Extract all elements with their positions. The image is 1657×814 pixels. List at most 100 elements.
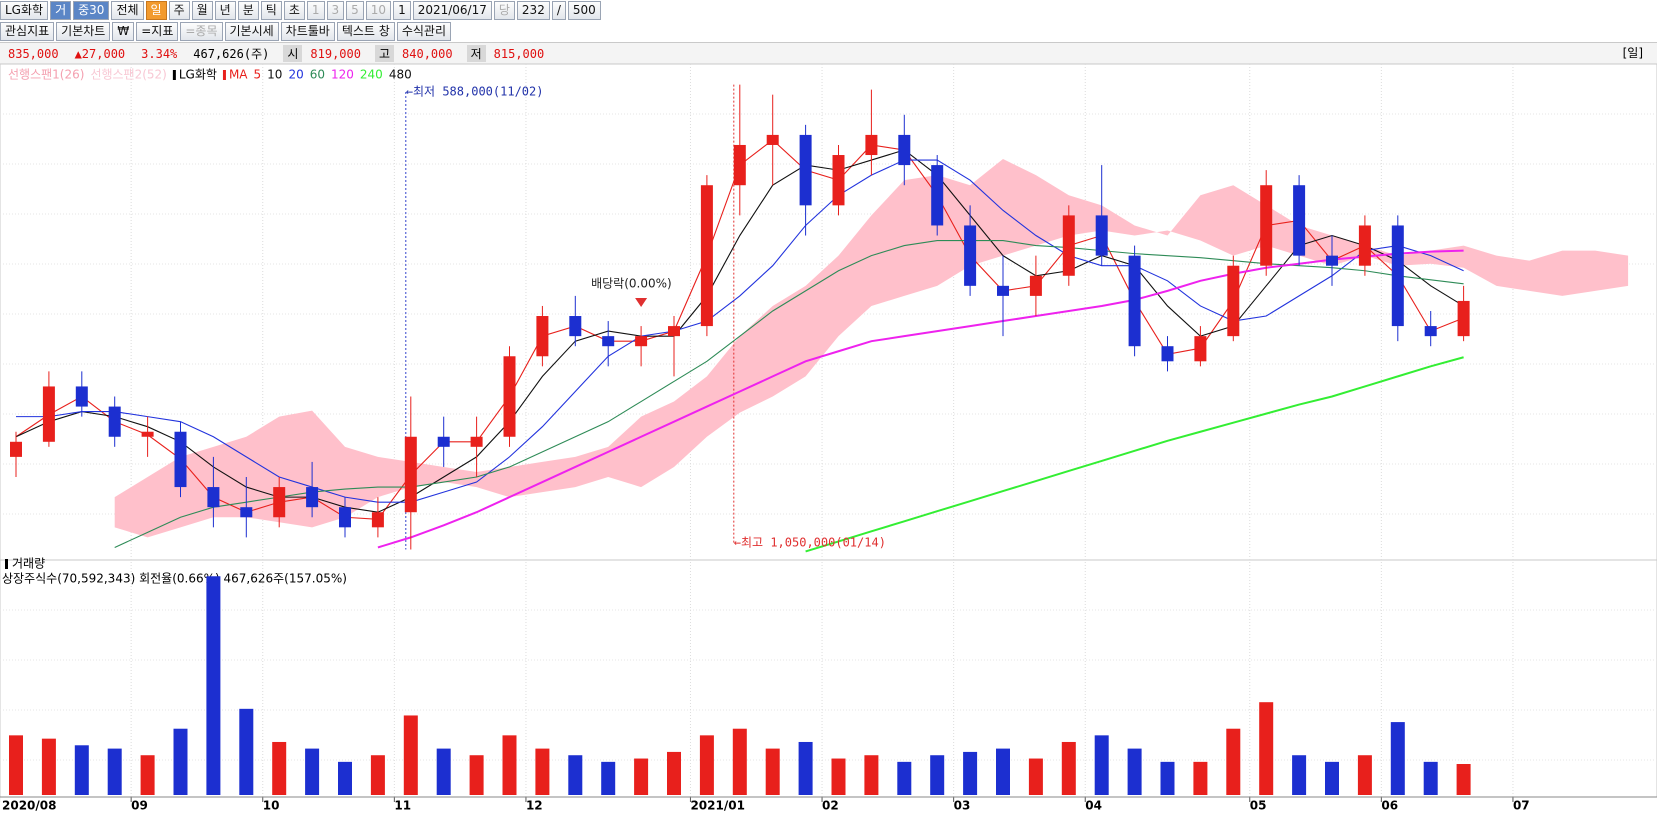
toolbar-button[interactable]: / <box>551 0 566 20</box>
candle-body <box>503 356 516 437</box>
legend-entry: 240 <box>360 68 383 82</box>
volume-bar <box>601 761 616 795</box>
volume-bar <box>996 748 1010 795</box>
toolbar-button[interactable]: 3 <box>326 0 345 20</box>
x-tick-label: 05 <box>1250 799 1267 813</box>
toolbar-button[interactable]: 주 <box>168 0 190 20</box>
toolbar-button[interactable]: 중30 <box>73 0 110 20</box>
volume-bar <box>1061 741 1076 795</box>
candle-body <box>569 316 582 337</box>
volume-bar <box>634 758 649 795</box>
x-tick-label: 11 <box>394 799 411 813</box>
toolbar-button[interactable]: 500 <box>567 0 601 20</box>
dividend-arrow <box>635 298 648 307</box>
toolbar-button[interactable]: 월 <box>191 0 213 20</box>
toolbar-button[interactable]: 년 <box>214 0 236 20</box>
toolbar-button[interactable]: 기본차트 <box>56 21 111 41</box>
volume-bar <box>206 576 221 795</box>
toolbar-button[interactable]: =지표 <box>136 21 179 41</box>
volume-bar <box>107 748 122 795</box>
candle-body <box>1029 275 1042 296</box>
volume-bar <box>798 741 813 795</box>
candle-body <box>207 487 220 508</box>
x-tick-label: 2021/01 <box>690 799 744 813</box>
toolbar-button[interactable]: 텍스트 창 <box>336 21 395 41</box>
candle-body <box>635 336 648 347</box>
annotation: ←최저 588,000(11/02) <box>406 85 544 99</box>
candle-body <box>339 507 351 528</box>
quote-item: 840,000 <box>402 46 453 61</box>
candle-body <box>1260 185 1273 266</box>
toolbar-button[interactable]: 기본시세 <box>224 21 279 41</box>
volume-bar <box>272 741 287 795</box>
volume-bar <box>1193 761 1208 795</box>
legend-entry: 480 <box>389 68 412 82</box>
candle-body <box>306 487 319 508</box>
volume-bar <box>239 708 254 795</box>
toolbar-button[interactable]: 초 <box>283 0 305 20</box>
volume-bar <box>469 755 484 795</box>
candle-body <box>1128 255 1141 347</box>
volume-bar <box>1028 758 1043 795</box>
toolbar-button[interactable]: 1 <box>393 0 411 20</box>
toolbar-button[interactable]: 거 <box>50 0 72 20</box>
candle-body <box>404 436 417 513</box>
annotation: ←최고 1,050,000(01/14) <box>734 536 886 550</box>
toolbar-button[interactable]: 분 <box>237 0 259 20</box>
toolbar-button[interactable]: 전체 <box>111 0 144 20</box>
quote-item: 819,000 <box>310 46 361 61</box>
candle-body <box>470 436 483 447</box>
toolbar-button[interactable]: 1 <box>306 0 325 20</box>
quote-item: 3.34% <box>141 46 178 61</box>
volume-bar <box>1390 722 1405 795</box>
toolbar-button[interactable]: ₩ <box>112 21 135 41</box>
candle-body <box>1457 300 1470 337</box>
candle-body <box>536 316 549 357</box>
legend-entry: 10 <box>267 68 282 82</box>
toolbar-button[interactable]: 5 <box>346 0 364 20</box>
toolbar-button[interactable]: 2021/06/17 <box>412 0 492 20</box>
volume-bar <box>930 755 945 795</box>
toolbar-button[interactable]: 당 <box>493 0 515 20</box>
candle-body <box>1391 225 1404 327</box>
volume-bar <box>370 755 385 795</box>
legend-label: 선행스팬2(52) <box>90 67 166 82</box>
toolbar-button[interactable]: 틱 <box>260 0 282 20</box>
moving-average <box>114 240 1464 548</box>
volume-bar <box>1094 735 1109 795</box>
volume-bar <box>1357 755 1372 795</box>
candle-body <box>1194 336 1207 362</box>
volume-bar <box>699 735 714 795</box>
candle-body <box>898 134 911 166</box>
candle-body <box>668 326 680 337</box>
candle-body <box>75 386 88 407</box>
candle-body <box>1326 255 1338 266</box>
volume-bar <box>1259 702 1274 795</box>
toolbar-button[interactable]: 232 <box>516 0 550 20</box>
candle-body <box>10 441 22 457</box>
volume-bar <box>568 755 583 795</box>
x-tick-label: 03 <box>954 799 971 813</box>
volume-bar <box>41 738 56 795</box>
toolbar-button[interactable]: 수식관리 <box>396 21 451 41</box>
toolbar-button[interactable]: 일 <box>145 0 167 20</box>
toolbar-button[interactable]: =종목 <box>180 21 223 41</box>
legend-label: 선행스팬1(26) <box>8 67 84 82</box>
x-tick-label: 07 <box>1513 799 1530 813</box>
volume-title: 거래량 <box>12 557 45 571</box>
volume-bar <box>1423 761 1438 795</box>
toolbar-button[interactable]: 차트툴바 <box>280 21 335 41</box>
toolbar-button[interactable]: LG화학 <box>0 0 49 20</box>
candle-body <box>931 165 944 226</box>
toolbar-button[interactable]: 관심지표 <box>0 21 55 41</box>
candle-body <box>437 436 450 447</box>
quote-bar: 835,000 ▲27,000 3.34% 467,626(주) 시 819,000 고 84… <box>0 42 1657 65</box>
moving-average <box>15 149 1464 513</box>
moving-average <box>16 159 1464 503</box>
legend-entry: 5 <box>254 68 262 82</box>
toolbar-button[interactable]: 10 <box>365 0 392 20</box>
toolbar-row: LG화학 거 중30 전체 일 주 월 년 분 틱 초 1 3 5 10 1 2021/06/17 당 232/50… <box>0 0 601 20</box>
toolbar-row: 관심지표 기본차트 ₩ =지표 =종목 기본시세 차트툴바 텍스트 창 수식관리 <box>0 21 451 41</box>
quote-item: 시 <box>283 45 303 62</box>
candle-body <box>997 285 1009 296</box>
